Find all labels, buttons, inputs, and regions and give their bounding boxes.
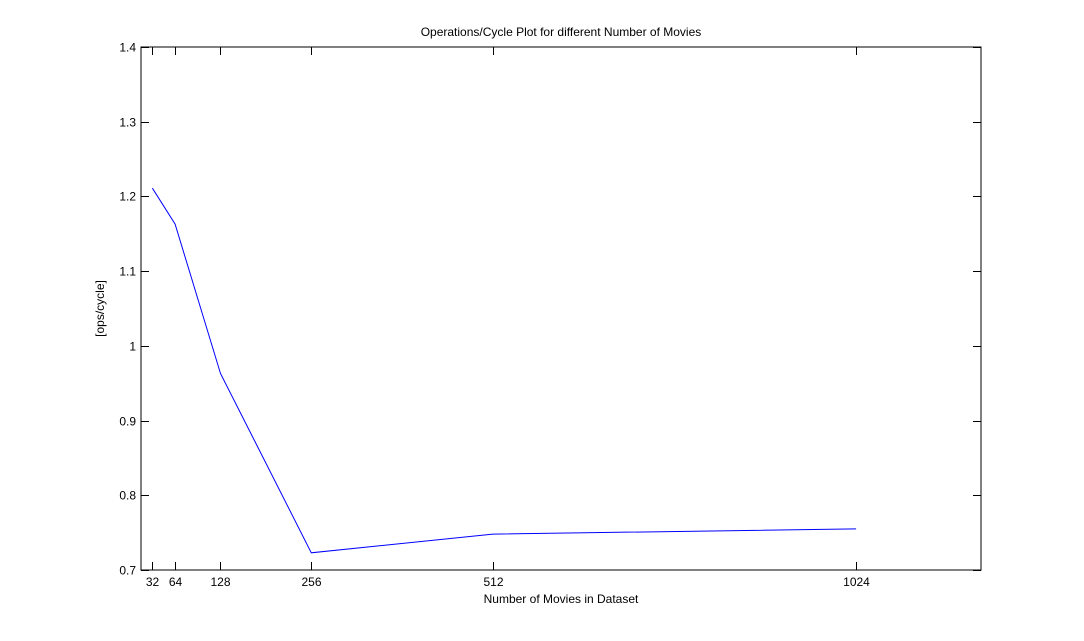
- y-axis-ticks: 0.7 0.8 0.9 1 1.1 1.2 1.3 1.4: [119, 41, 981, 578]
- chart-title: Operations/Cycle Plot for different Numb…: [421, 25, 702, 39]
- series-layer: [151, 187, 857, 554]
- y-tick-label: 1.2: [119, 190, 136, 204]
- x-tick-label: 1024: [843, 575, 870, 589]
- y-tick-label: 1.1: [119, 265, 136, 279]
- x-tick-label: 64: [169, 575, 183, 589]
- x-axis-ticks: 32 64 128 256 512 1024: [146, 47, 870, 589]
- y-tick-label: 1.4: [119, 41, 136, 55]
- x-tick-label: 128: [210, 575, 230, 589]
- y-tick-label: 1.3: [119, 116, 136, 130]
- y-axis-label: [ops/cycle]: [93, 280, 107, 337]
- x-tick-label: 32: [146, 575, 160, 589]
- y-tick-label: 1: [129, 340, 136, 354]
- series-line: [151, 187, 857, 554]
- y-tick-label: 0.7: [119, 564, 136, 578]
- x-axis-label: Number of Movies in Dataset: [484, 592, 639, 606]
- x-tick-label: 256: [301, 575, 321, 589]
- x-tick-label: 512: [483, 575, 503, 589]
- y-tick-label: 0.8: [119, 489, 136, 503]
- y-tick-label: 0.9: [119, 415, 136, 429]
- axes-box: [140, 46, 982, 571]
- axes-frame: [140, 46, 982, 571]
